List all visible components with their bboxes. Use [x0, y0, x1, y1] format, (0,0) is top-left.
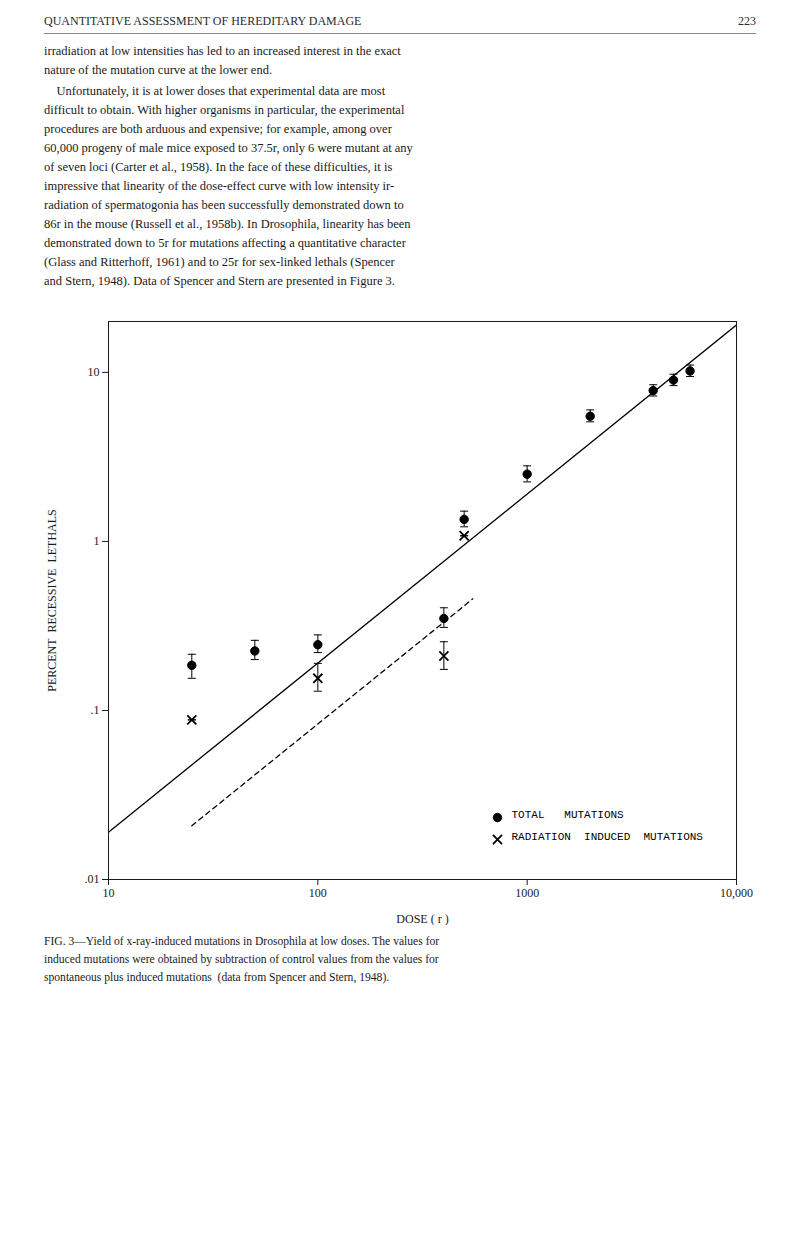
svg-text:.01: .01: [85, 872, 100, 886]
svg-text:1: 1: [94, 534, 100, 548]
html-text:Unfortunately, it is at lower: Unfortunately, it is at lower doses that…: [44, 84, 413, 288]
html-text:irradiation at low intensities: irradiation at low intensities has led t…: [44, 44, 401, 77]
svg-text:TOTAL MUTATIONS: TOTAL MUTATIONS: [512, 809, 625, 821]
svg-text:10: 10: [103, 886, 115, 900]
svg-text:1000: 1000: [515, 886, 539, 900]
svg-text:.1: .1: [91, 703, 100, 717]
html-text:QUANTITATIVE ASSESSMENT OF HER: QUANTITATIVE ASSESSMENT OF HEREDITARY DA…: [44, 14, 362, 28]
svg-text:10,000: 10,000: [720, 886, 753, 900]
svg-text:PERCENT RECESSIVE LETHALS: PERCENT RECESSIVE LETHALS: [45, 509, 59, 691]
html-text:FIG. 3—Yield of x-ray-induced: FIG. 3—Yield of x-ray-induced mutations …: [44, 935, 440, 984]
html-text:223: 223: [738, 14, 756, 28]
svg-text:100: 100: [309, 886, 327, 900]
svg-text:RADIATION INDUCED MUTATIONS: RADIATION INDUCED MUTATIONS: [512, 831, 704, 843]
svg-text:DOSE ( r ): DOSE ( r ): [396, 912, 448, 926]
svg-text:10: 10: [88, 365, 100, 379]
